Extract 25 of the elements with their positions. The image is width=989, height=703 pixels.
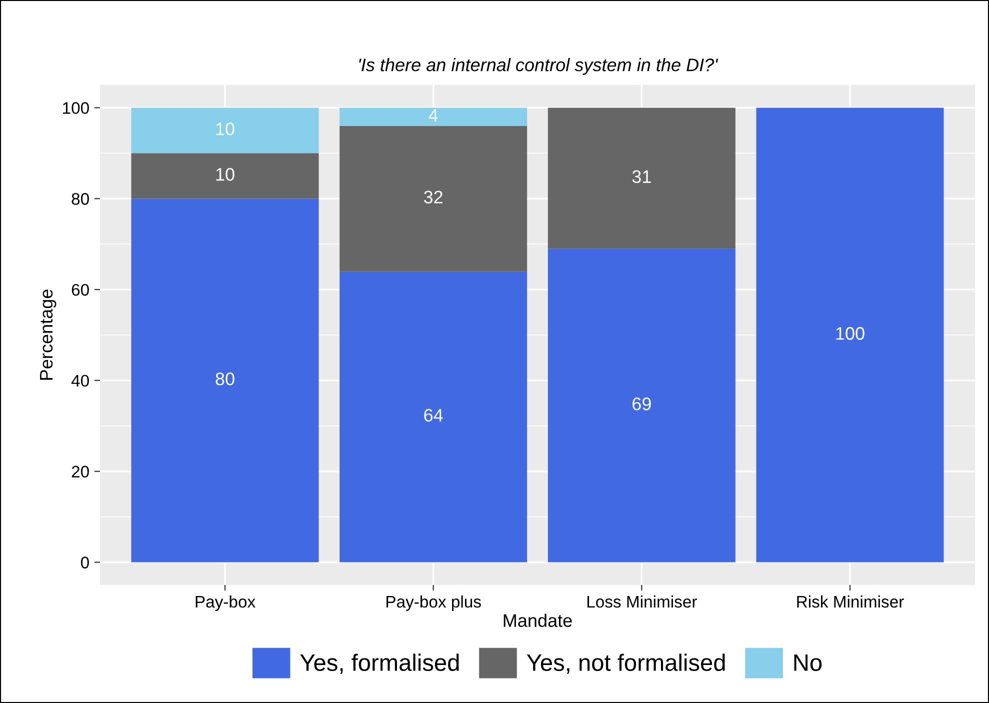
data-label: 100 — [836, 327, 864, 340]
y-tick-label: 40 — [71, 374, 89, 387]
y-tick-label: 60 — [72, 284, 89, 296]
x-tick-label: Loss Minimiser — [587, 595, 697, 608]
data-label: 32 — [424, 190, 442, 204]
y-tick-label: 100 — [63, 102, 89, 114]
data-label: 10 — [216, 168, 234, 181]
y-tick-label: 0 — [80, 556, 89, 568]
legend-label: No — [794, 654, 822, 672]
data-label: 69 — [632, 398, 651, 410]
y-tick-label: 20 — [72, 466, 89, 478]
chart-title: 'Is there an internal control system in the DI?' — [359, 58, 718, 75]
legend-label: Yes, not formalised — [526, 654, 725, 674]
x-tick-label: Risk Minimiser — [797, 595, 904, 608]
data-label: 31 — [632, 170, 651, 184]
y-tick-label: 80 — [72, 193, 89, 205]
data-label: 80 — [216, 372, 234, 386]
x-tick-label: Pay-box — [196, 595, 256, 611]
data-label: 4 — [428, 109, 438, 122]
x-axis-title: Mandate — [504, 614, 572, 627]
y-axis-title: Percentage — [40, 290, 56, 380]
data-label: 10 — [216, 122, 234, 136]
legend-label: Yes, formalised — [300, 654, 459, 674]
x-tick-label: Pay-box plus — [386, 595, 481, 611]
data-label: 64 — [424, 408, 443, 422]
